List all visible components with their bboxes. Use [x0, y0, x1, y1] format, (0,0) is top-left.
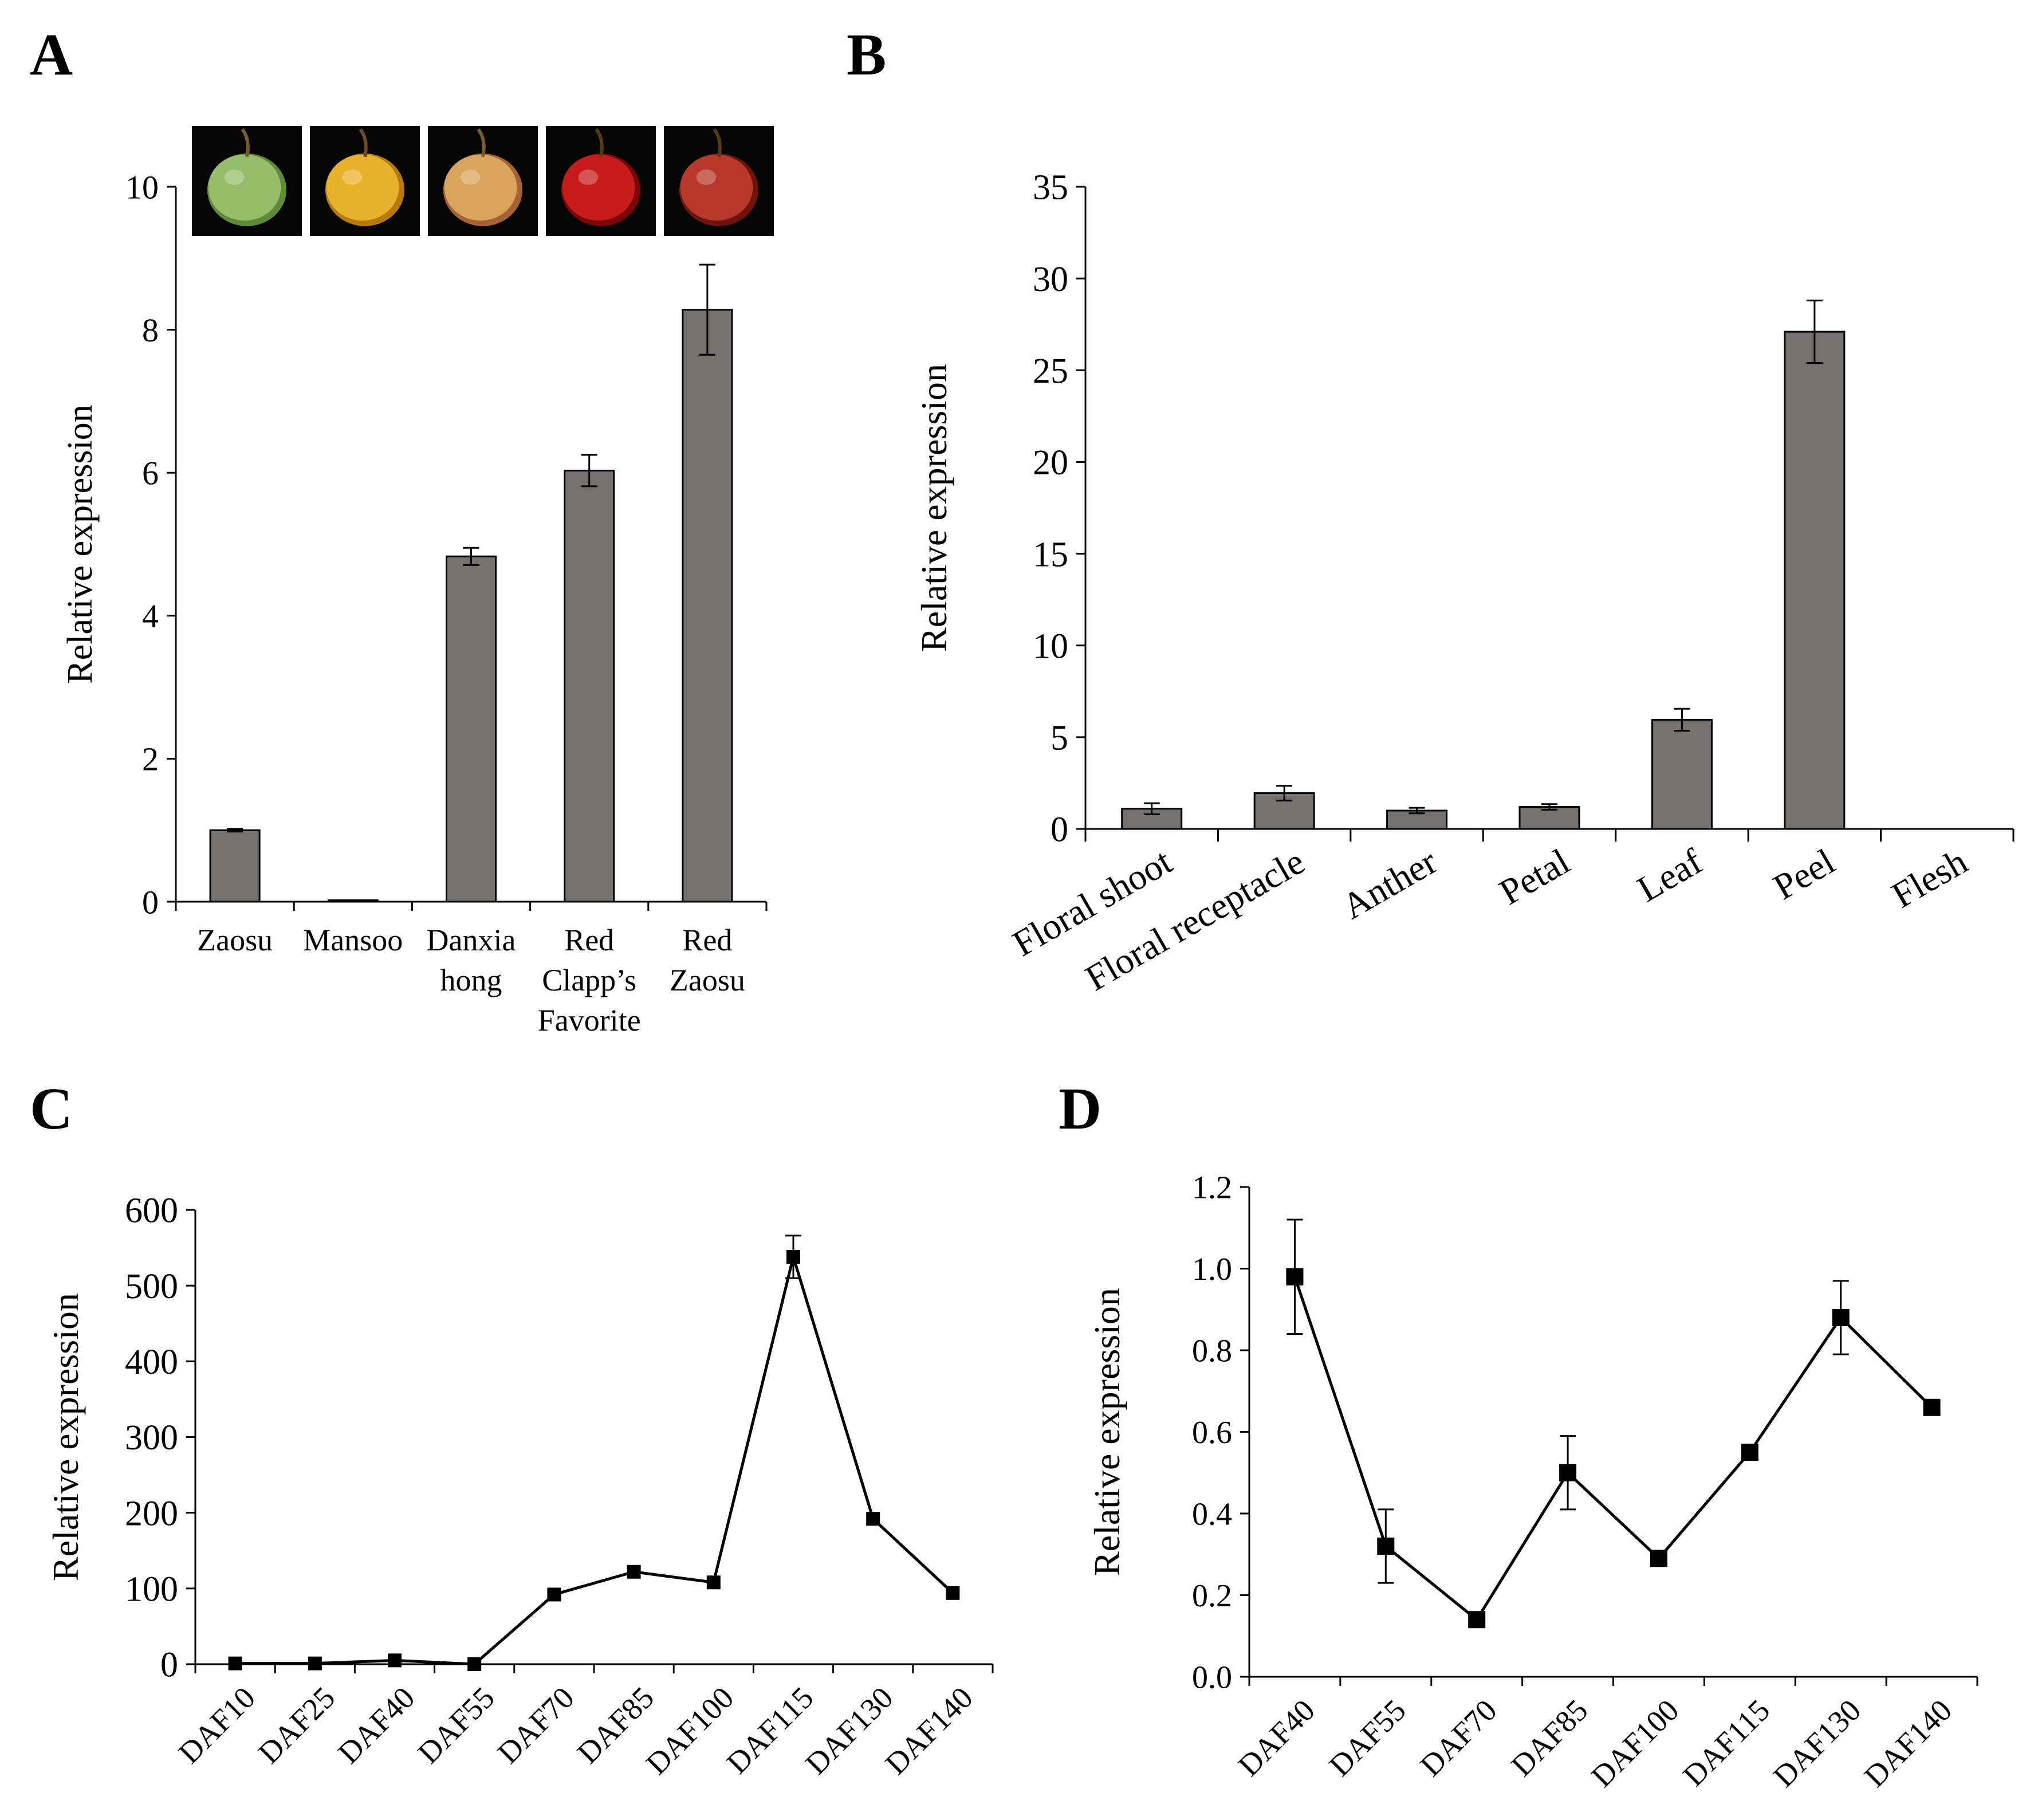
- data-point: [786, 1249, 800, 1264]
- panel-letter-b: B: [847, 22, 886, 88]
- fruit-body: [444, 154, 517, 221]
- fruit-highlight: [696, 169, 717, 185]
- panel-a-chart: 0 2 4 6 8 10 Relative expression Zaosu Mansoo Dan…: [61, 168, 768, 1037]
- fruit-body: [208, 154, 281, 221]
- data-point: [547, 1587, 561, 1602]
- series-line: [235, 1251, 954, 1666]
- data-point: [1286, 1268, 1304, 1286]
- bar: [682, 309, 733, 903]
- y-tick-label: 200: [125, 1494, 178, 1533]
- y-tick-label: 0.6: [1192, 1415, 1232, 1451]
- y-tick-label: 0: [160, 1646, 178, 1685]
- fruit-highlight: [460, 169, 481, 185]
- fruit-stem: [241, 128, 250, 158]
- x-category-label: hong: [440, 963, 502, 997]
- y-tick-label: 500: [125, 1267, 178, 1306]
- fruit-stem: [595, 128, 604, 158]
- data-point: [627, 1565, 641, 1579]
- y-tick-label: 4: [142, 598, 159, 635]
- x-category-label: Favorite: [538, 1003, 641, 1037]
- data-point: [1559, 1464, 1577, 1481]
- bar: [209, 829, 261, 903]
- data-point: [706, 1575, 721, 1590]
- y-tick-label: 0.0: [1192, 1660, 1232, 1696]
- fruit-body: [562, 154, 635, 221]
- y-axis-label: Relative expression: [61, 404, 100, 683]
- fruit-stem: [477, 128, 486, 158]
- fruit-stem: [359, 128, 368, 158]
- y-tick-label: 35: [1033, 168, 1068, 207]
- y-tick-label: 1.2: [1192, 1170, 1232, 1206]
- bar: [1518, 806, 1580, 830]
- panel-a-fruit-photos: [192, 126, 774, 236]
- y-tick-label: 0.2: [1192, 1578, 1232, 1614]
- y-tick-label: 0.8: [1192, 1334, 1232, 1369]
- y-tick-label: 1.0: [1192, 1252, 1232, 1287]
- x-category-label: Danxia: [427, 923, 516, 957]
- fruit-highlight: [578, 169, 599, 185]
- y-tick-label: 600: [125, 1192, 178, 1231]
- bar: [564, 469, 615, 903]
- data-point: [1832, 1309, 1850, 1326]
- panel-letter-c: C: [30, 1076, 73, 1142]
- y-tick-label: 8: [142, 312, 159, 349]
- x-category-label: Mansoo: [303, 923, 403, 957]
- fruit-body: [326, 154, 399, 221]
- x-category-label: Red: [682, 923, 732, 957]
- data-point: [946, 1586, 960, 1600]
- data-point: [1741, 1444, 1758, 1461]
- data-point: [388, 1653, 402, 1668]
- x-category-label: Clapp’s: [542, 963, 636, 997]
- data-point: [1468, 1611, 1486, 1629]
- y-tick-label: 300: [125, 1418, 178, 1457]
- y-tick-label: 0: [1051, 811, 1068, 850]
- data-point: [1650, 1550, 1667, 1567]
- panel-letter-d: D: [1059, 1076, 1101, 1142]
- x-category-label: Red: [564, 923, 614, 957]
- fruit-stem: [713, 128, 722, 158]
- fruit-highlight: [342, 169, 363, 185]
- fruit-highlight: [224, 169, 245, 185]
- y-tick-label: 6: [142, 455, 159, 492]
- series-line: [1293, 1276, 1933, 1622]
- y-axis-label: Relative expression: [1087, 1288, 1127, 1576]
- y-tick-label: 100: [125, 1570, 178, 1609]
- data-point: [1377, 1538, 1395, 1555]
- panel-letter-a: A: [30, 22, 73, 88]
- y-tick-label: 30: [1033, 260, 1068, 299]
- y-tick-label: 0.4: [1192, 1497, 1232, 1532]
- bar: [327, 899, 379, 903]
- data-point: [228, 1656, 242, 1670]
- data-point: [467, 1657, 482, 1671]
- x-category-label: Zaosu: [670, 963, 745, 997]
- data-point: [308, 1656, 322, 1670]
- bar: [446, 555, 497, 903]
- y-tick-label: 400: [125, 1343, 178, 1382]
- y-tick-label: 5: [1051, 719, 1068, 758]
- y-tick-label: 10: [1033, 627, 1068, 666]
- y-tick-label: 2: [142, 741, 159, 778]
- y-tick-label: 10: [125, 168, 159, 206]
- y-tick-label: 20: [1033, 443, 1068, 482]
- data-point: [866, 1512, 880, 1526]
- bar: [1784, 331, 1846, 830]
- x-category-label: Zaosu: [197, 923, 273, 957]
- y-tick-label: 25: [1033, 352, 1068, 391]
- fruit-body: [680, 154, 753, 221]
- y-tick-label: 0: [142, 883, 159, 921]
- y-tick-label: 15: [1033, 535, 1068, 574]
- data-point: [1923, 1398, 1941, 1416]
- bar: [1651, 718, 1713, 830]
- y-axis-label: Relative expression: [45, 1293, 86, 1581]
- y-axis-label: Relative expression: [914, 364, 954, 652]
